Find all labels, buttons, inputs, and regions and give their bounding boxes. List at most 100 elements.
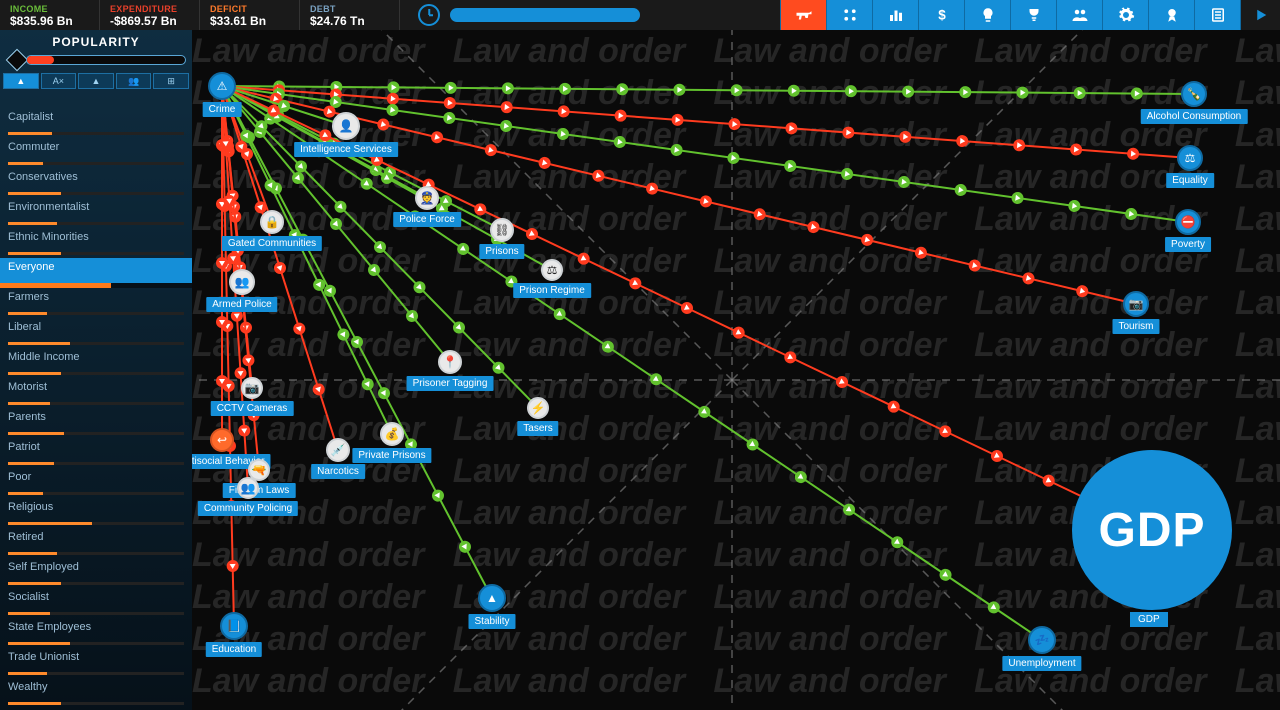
node-education[interactable]: 📘: [220, 612, 248, 640]
stability-icon: ▲: [486, 591, 498, 605]
voter-group-wealthy[interactable]: Wealthy: [0, 678, 192, 708]
voter-group-commuter[interactable]: Commuter: [0, 138, 192, 168]
voter-group-environmentalist[interactable]: Environmentalist: [0, 198, 192, 228]
tourism-icon: 📷: [1129, 297, 1144, 311]
debt-label: DEBT: [310, 4, 389, 14]
node-gated[interactable]: 🔒: [260, 210, 284, 234]
stat-debt[interactable]: DEBT $24.76 Tn: [300, 0, 400, 30]
sidebar-tabs: ▲A×▲👥⊞: [0, 69, 192, 93]
node-tourism[interactable]: 📷: [1123, 291, 1149, 317]
antisocial-icon: ↩: [217, 433, 227, 447]
node-tasers[interactable]: ⚡: [527, 397, 549, 419]
popularity-diamond-icon: [6, 51, 28, 69]
top-bar: INCOME $835.96 Bn EXPENDITURE -$869.57 B…: [0, 0, 1280, 30]
crime-icon: ⚠: [217, 79, 228, 93]
next-turn-button[interactable]: [1240, 0, 1280, 30]
voter-group-trade-unionist[interactable]: Trade Unionist: [0, 648, 192, 678]
sidebar-tab-0[interactable]: ▲: [3, 73, 39, 89]
cctv-icon: 📷: [245, 381, 260, 395]
firearm-icon: 🔫: [252, 463, 267, 477]
tagging-icon: 📍: [443, 355, 458, 369]
voter-group-farmers[interactable]: Farmers: [0, 288, 192, 318]
stat-income[interactable]: INCOME $835.96 Bn: [0, 0, 100, 30]
sidebar-tab-1[interactable]: A×: [41, 73, 77, 89]
node-alcohol[interactable]: 🍾: [1181, 81, 1207, 107]
voters-button[interactable]: [1056, 0, 1102, 30]
settings-button[interactable]: [1102, 0, 1148, 30]
tasers-icon: ⚡: [531, 401, 546, 415]
finance-button[interactable]: $: [918, 0, 964, 30]
sidebar: POPULARITY ▲A×▲👥⊞ CapitalistCommuterCons…: [0, 30, 192, 710]
voter-group-motorist[interactable]: Motorist: [0, 378, 192, 408]
node-intel[interactable]: 👤: [332, 112, 360, 140]
node-community[interactable]: 👥: [237, 477, 259, 499]
node-cctv[interactable]: 📷: [241, 377, 263, 399]
gdp-caption: GDP: [1130, 612, 1168, 627]
gdp-node-label: GDP: [1098, 503, 1205, 558]
node-prisons[interactable]: ⛓: [490, 218, 514, 242]
turn-progress: [450, 0, 640, 30]
awards-button[interactable]: [1148, 0, 1194, 30]
voter-group-socialist[interactable]: Socialist: [0, 588, 192, 618]
dots-button[interactable]: [826, 0, 872, 30]
voter-group-self-employed[interactable]: Self Employed: [0, 558, 192, 588]
private-icon: 💰: [385, 427, 400, 441]
voter-group-retired[interactable]: Retired: [0, 528, 192, 558]
community-icon: 👥: [241, 481, 256, 495]
stat-expenditure[interactable]: EXPENDITURE -$869.57 Bn: [100, 0, 200, 30]
node-private[interactable]: 💰: [380, 422, 404, 446]
node-stability[interactable]: ▲: [478, 584, 506, 612]
voter-group-conservatives[interactable]: Conservatives: [0, 168, 192, 198]
toolbar: $: [780, 0, 1280, 30]
gdp-node[interactable]: GDP: [1072, 450, 1232, 610]
voter-group-list: CapitalistCommuterConservativesEnvironme…: [0, 108, 192, 710]
unemployment-icon: 💤: [1035, 633, 1050, 647]
node-armed[interactable]: 👥: [229, 269, 255, 295]
voter-group-capitalist[interactable]: Capitalist: [0, 108, 192, 138]
svg-text:$: $: [938, 8, 946, 23]
stats-button[interactable]: [872, 0, 918, 30]
narcotics-icon: 💉: [331, 443, 346, 457]
sidebar-tab-4[interactable]: ⊞: [153, 73, 189, 89]
node-equality[interactable]: ⚖: [1177, 145, 1203, 171]
regime-icon: ⚖: [547, 263, 558, 277]
voter-group-middle-income[interactable]: Middle Income: [0, 348, 192, 378]
node-regime[interactable]: ⚖: [541, 259, 563, 281]
node-narcotics[interactable]: 💉: [326, 438, 350, 462]
category-law-button[interactable]: [780, 0, 826, 30]
node-poverty[interactable]: ⛔: [1175, 209, 1201, 235]
ideas-button[interactable]: [964, 0, 1010, 30]
police-icon: 👮: [420, 191, 435, 205]
education-icon: 📘: [227, 619, 242, 633]
equality-icon: ⚖: [1185, 151, 1196, 165]
node-crime[interactable]: ⚠: [208, 72, 236, 100]
prisons-icon: ⛓: [494, 223, 509, 237]
node-unemployment[interactable]: 💤: [1028, 626, 1056, 654]
popularity-meter: [0, 51, 192, 69]
reports-button[interactable]: [1194, 0, 1240, 30]
gated-icon: 🔒: [265, 215, 280, 229]
node-antisocial[interactable]: ↩: [210, 428, 234, 452]
voter-group-religious[interactable]: Religious: [0, 498, 192, 528]
voter-group-poor[interactable]: Poor: [0, 468, 192, 498]
deficit-value: $33.61 Bn: [210, 14, 289, 28]
voter-group-state-employees[interactable]: State Employees: [0, 618, 192, 648]
sidebar-tab-3[interactable]: 👥: [116, 73, 152, 89]
voter-group-liberal[interactable]: Liberal: [0, 318, 192, 348]
sidebar-tab-2[interactable]: ▲: [78, 73, 114, 89]
voter-group-patriot[interactable]: Patriot: [0, 438, 192, 468]
voter-group-ethnic-minorities[interactable]: Ethnic Minorities: [0, 228, 192, 258]
alcohol-icon: 🍾: [1187, 87, 1202, 101]
debt-value: $24.76 Tn: [310, 14, 389, 28]
stat-deficit[interactable]: DEFICIT $33.61 Bn: [200, 0, 300, 30]
node-police[interactable]: 👮: [415, 186, 439, 210]
achievements-button[interactable]: [1010, 0, 1056, 30]
node-tagging[interactable]: 📍: [438, 350, 462, 374]
expenditure-label: EXPENDITURE: [110, 4, 189, 14]
armed-icon: 👥: [235, 275, 250, 289]
voter-group-parents[interactable]: Parents: [0, 408, 192, 438]
voter-group-everyone[interactable]: Everyone: [0, 258, 192, 288]
clock-icon[interactable]: [400, 0, 450, 30]
policy-graph[interactable]: Law and order Law and order Law and orde…: [192, 30, 1280, 710]
income-value: $835.96 Bn: [10, 14, 89, 28]
